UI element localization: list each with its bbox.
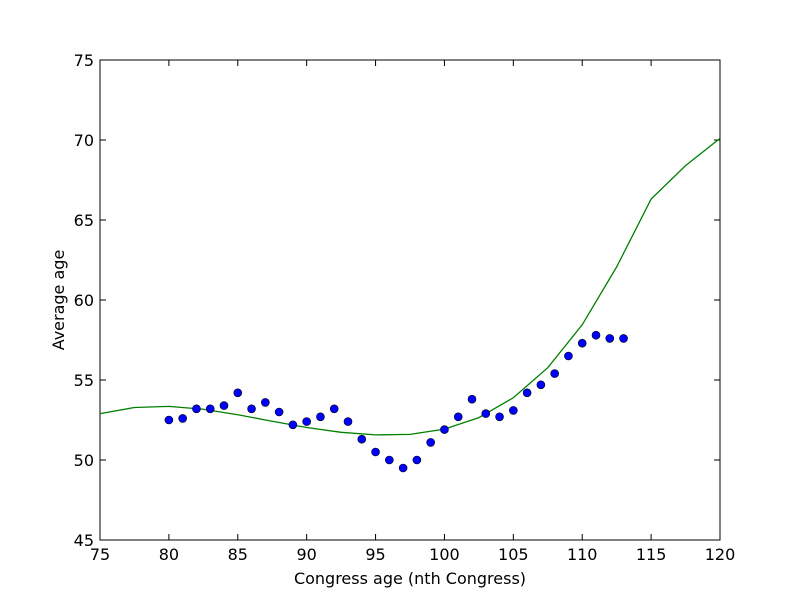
data-point: [192, 404, 201, 414]
data-point: [343, 417, 353, 426]
data-point: [440, 425, 449, 434]
x-tick-label: 90: [296, 545, 316, 564]
data-point: [591, 330, 601, 340]
y-tick-label: 60: [74, 291, 94, 310]
x-tick-label: 100: [429, 545, 460, 564]
fit-curve-layer: [99, 137, 721, 436]
data-point: [453, 412, 463, 422]
x-tick-label: 110: [567, 545, 598, 564]
data-point: [426, 438, 435, 447]
data-point: [605, 334, 615, 343]
data-point: [522, 388, 532, 398]
x-tick-label: 105: [498, 545, 529, 564]
data-point: [219, 401, 229, 410]
x-tick-label: 120: [705, 545, 736, 564]
data-point: [274, 407, 284, 417]
x-axis-title: Congress age (nth Congress): [294, 569, 526, 588]
data-point: [329, 404, 339, 414]
data-point: [316, 412, 325, 422]
data-point: [577, 338, 587, 348]
x-tick-label: 95: [365, 545, 385, 564]
x-tick-label: 80: [159, 545, 179, 564]
data-point: [550, 369, 559, 378]
data-point: [178, 414, 187, 423]
x-tick-label: 75: [90, 545, 110, 564]
plot-area: [99, 59, 721, 541]
data-point: [247, 404, 256, 414]
data-point: [495, 412, 504, 422]
data-point: [467, 394, 477, 404]
data-point: [205, 404, 215, 414]
data-point: [371, 447, 380, 457]
data-point: [233, 388, 243, 398]
data-point: [481, 409, 491, 418]
data-point: [564, 351, 573, 361]
y-tick-label: 65: [74, 211, 94, 230]
axis-ticks: 75 80 85 90 95 100 105 110 115 120 45 50 55 60 65 70 75: [74, 51, 736, 564]
fit-curve-line: [99, 137, 721, 436]
data-point: [385, 455, 394, 465]
data-point: [398, 463, 408, 473]
data-point: [288, 420, 298, 430]
data-point: [261, 398, 270, 407]
data-point: [536, 380, 546, 390]
y-tick-label: 45: [74, 531, 94, 550]
data-points-layer: [164, 330, 628, 473]
x-tick-label: 85: [228, 545, 248, 564]
y-tick-label: 55: [74, 371, 94, 390]
data-point: [164, 415, 174, 425]
y-tick-label: 75: [74, 51, 94, 70]
y-tick-label: 70: [74, 131, 94, 150]
data-point: [357, 434, 367, 444]
y-axis-title: Average age: [49, 250, 68, 351]
data-point: [619, 334, 628, 343]
data-point: [302, 417, 311, 426]
data-point: [412, 455, 422, 465]
x-tick-label: 115: [636, 545, 667, 564]
data-point: [509, 406, 518, 415]
y-tick-label: 50: [74, 451, 94, 470]
